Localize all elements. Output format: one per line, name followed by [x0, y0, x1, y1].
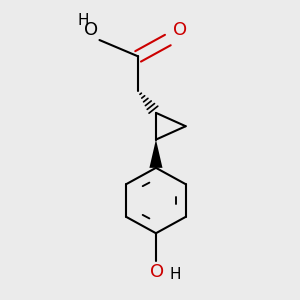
Text: H: H	[77, 13, 89, 28]
Text: O: O	[173, 20, 187, 38]
Text: H: H	[169, 267, 181, 282]
Polygon shape	[149, 140, 163, 168]
Text: O: O	[84, 21, 98, 39]
Text: O: O	[150, 263, 164, 281]
